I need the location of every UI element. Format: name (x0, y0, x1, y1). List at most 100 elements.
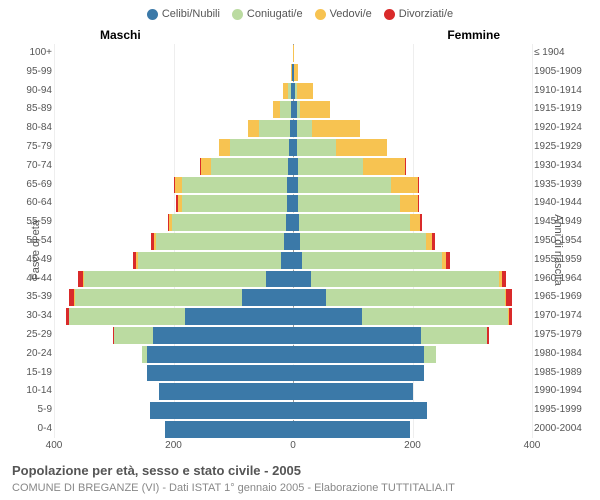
legend-item: Divorziati/e (384, 8, 453, 20)
male-bar (54, 64, 293, 81)
male-bar (54, 327, 293, 344)
female-bar (293, 421, 532, 438)
seg-cel (293, 402, 427, 419)
age-label: 60-64 (20, 197, 52, 208)
birth-label: 1965-1969 (534, 291, 590, 302)
age-row: 90-941910-1914 (54, 82, 532, 101)
male-bar (54, 252, 293, 269)
age-label: 35-39 (20, 291, 52, 302)
age-label: 40-44 (20, 273, 52, 284)
gridline (532, 44, 533, 438)
male-bar (54, 402, 293, 419)
female-bar (293, 365, 532, 382)
seg-con (362, 308, 508, 325)
age-label: 25-29 (20, 329, 52, 340)
male-bar (54, 308, 293, 325)
age-row: 20-241980-1984 (54, 345, 532, 364)
age-label: 30-34 (20, 310, 52, 321)
age-row: 30-341970-1974 (54, 307, 532, 326)
seg-ved (300, 101, 330, 118)
female-bar (293, 402, 532, 419)
seg-con (84, 271, 266, 288)
male-bar (54, 233, 293, 250)
female-bar (293, 101, 532, 118)
seg-con (300, 233, 425, 250)
age-row: 40-441960-1964 (54, 270, 532, 289)
seg-con (138, 252, 281, 269)
female-bar (293, 308, 532, 325)
female-bar (293, 45, 532, 62)
male-bar (54, 271, 293, 288)
seg-con (156, 233, 284, 250)
male-bar (54, 177, 293, 194)
age-row: 65-691935-1939 (54, 176, 532, 195)
birth-label: 1905-1909 (534, 66, 590, 77)
birth-label: 1935-1939 (534, 179, 590, 190)
birth-label: 1975-1979 (534, 329, 590, 340)
x-tick: 200 (165, 440, 182, 451)
seg-cel (281, 252, 293, 269)
age-row: 55-591945-1949 (54, 213, 532, 232)
age-row: 35-391965-1969 (54, 288, 532, 307)
seg-div (446, 252, 450, 269)
male-bar (54, 101, 293, 118)
birth-label: ≤ 1904 (534, 47, 590, 58)
male-bar (54, 365, 293, 382)
female-bar (293, 214, 532, 231)
birth-label: 1940-1944 (534, 197, 590, 208)
age-row: 50-541950-1954 (54, 232, 532, 251)
seg-cel (185, 308, 293, 325)
seg-ved (201, 158, 211, 175)
seg-cel (293, 271, 311, 288)
x-axis: 4002000200400 (54, 440, 532, 452)
seg-cel (293, 308, 362, 325)
seg-cel (293, 365, 424, 382)
plot-area: 100+≤ 190495-991905-190990-941910-191485… (54, 44, 532, 438)
age-row: 70-741930-1934 (54, 157, 532, 176)
seg-ved (248, 120, 259, 137)
seg-cel (293, 252, 302, 269)
seg-con (259, 120, 290, 137)
birth-label: 1985-1989 (534, 367, 590, 378)
birth-label: 1970-1974 (534, 310, 590, 321)
seg-div (506, 289, 511, 306)
seg-con (182, 195, 287, 212)
age-row: 5-91995-1999 (54, 401, 532, 420)
male-bar (54, 45, 293, 62)
seg-div (405, 158, 406, 175)
seg-con (297, 120, 312, 137)
seg-cel (293, 289, 326, 306)
seg-ved (410, 214, 421, 231)
seg-con (298, 158, 364, 175)
seg-con (311, 271, 499, 288)
seg-div (502, 271, 507, 288)
female-bar (293, 383, 532, 400)
age-label: 20-24 (20, 348, 52, 359)
seg-con (230, 139, 290, 156)
birth-label: 1925-1929 (534, 141, 590, 152)
seg-cel (159, 383, 293, 400)
age-row: 25-291975-1979 (54, 326, 532, 345)
male-bar (54, 83, 293, 100)
seg-con (298, 195, 400, 212)
seg-cel (293, 421, 410, 438)
male-bar (54, 120, 293, 137)
male-bar (54, 158, 293, 175)
birth-label: 1930-1934 (534, 160, 590, 171)
seg-div (487, 327, 489, 344)
age-label: 50-54 (20, 235, 52, 246)
female-bar (293, 195, 532, 212)
legend-dot (315, 9, 326, 20)
legend-item: Vedovi/e (315, 8, 372, 20)
age-row: 60-641940-1944 (54, 194, 532, 213)
age-row: 95-991905-1909 (54, 63, 532, 82)
age-row: 10-141990-1994 (54, 382, 532, 401)
seg-con (280, 101, 291, 118)
left-axis-title: Fasce di età (30, 220, 42, 280)
male-bar (54, 421, 293, 438)
seg-ved (297, 83, 314, 100)
age-row: 80-841920-1924 (54, 119, 532, 138)
seg-ved (391, 177, 418, 194)
legend-label: Coniugati/e (247, 8, 303, 20)
male-bar (54, 383, 293, 400)
